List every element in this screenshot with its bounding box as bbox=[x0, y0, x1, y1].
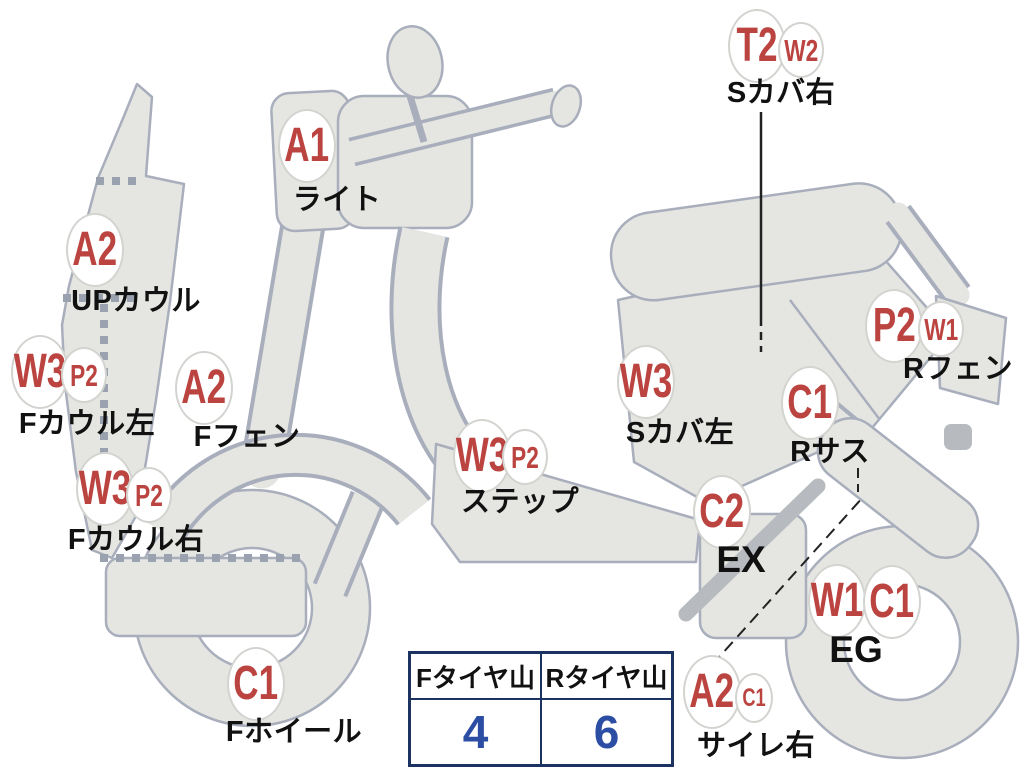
code-text: W1 bbox=[924, 311, 958, 347]
code-badge-f-cowl-right-2: P2 bbox=[126, 467, 172, 523]
code-badge-f-cowl-left: W3 bbox=[11, 335, 69, 409]
part-label-r-fender: Rフェン bbox=[903, 353, 1013, 385]
rear-tire-value: 6 bbox=[540, 698, 674, 767]
code-text: A2 bbox=[181, 361, 227, 414]
code-badge-step-2: P2 bbox=[502, 429, 548, 485]
part-label-f-fender: Fフェン bbox=[193, 421, 301, 453]
front-tire-header: Fタイヤ山 bbox=[408, 651, 542, 700]
part-label-r-sus: Rサス bbox=[790, 436, 870, 468]
part-label-engine: EG bbox=[829, 629, 883, 670]
code-badge-f-cowl-right: W3 bbox=[76, 452, 134, 526]
part-label-exhaust: EX bbox=[716, 539, 766, 580]
code-text: W3 bbox=[455, 429, 509, 482]
exhaust-pipe bbox=[678, 478, 826, 622]
part-label-silencer: サイレ右 bbox=[696, 730, 816, 762]
code-text: A2 bbox=[689, 665, 735, 718]
part-label-f-cowl-left: Fカウル左 bbox=[18, 408, 156, 440]
code-text: W2 bbox=[784, 32, 818, 68]
code-text: W1 bbox=[810, 574, 864, 627]
code-badge-scover-left: W3 bbox=[617, 345, 675, 419]
code-text: W3 bbox=[13, 345, 67, 398]
code-badge-up-cowl: A2 bbox=[66, 213, 124, 287]
muffler-endcap bbox=[944, 424, 972, 450]
code-badge-f-fender: A2 bbox=[175, 351, 233, 425]
code-text: C1 bbox=[787, 376, 833, 429]
code-badge-silencer-2: C1 bbox=[735, 673, 773, 723]
code-text: C1 bbox=[869, 575, 915, 628]
code-badge-silencer: A2 bbox=[683, 655, 741, 729]
tire-tread-table: Fタイヤ山 Rタイヤ山 4 6 bbox=[408, 651, 674, 767]
side-cover-seam bbox=[789, 299, 881, 421]
part-label-f-wheel: Fホイール bbox=[225, 716, 363, 748]
part-label-light: ライト bbox=[292, 184, 382, 216]
code-text: P2 bbox=[70, 357, 98, 393]
part-label-f-cowl-right: Fカウル右 bbox=[67, 524, 205, 556]
code-text: A1 bbox=[284, 119, 330, 172]
code-text: T2 bbox=[736, 19, 778, 72]
front-tire-value: 4 bbox=[408, 698, 542, 767]
code-badge-light: A1 bbox=[278, 109, 336, 183]
code-badge-scover-right-2: W2 bbox=[778, 22, 824, 78]
code-badge-f-cowl-left-2: P2 bbox=[61, 347, 107, 403]
mirror bbox=[386, 25, 444, 99]
code-text: W3 bbox=[619, 355, 673, 408]
code-badge-r-fender-2: W1 bbox=[918, 301, 964, 357]
part-label-step: ステップ bbox=[460, 486, 580, 518]
part-label-scover-right: Sカバ右 bbox=[726, 77, 836, 109]
rear-tire-header: Rタイヤ山 bbox=[540, 651, 674, 700]
code-text: P2 bbox=[135, 477, 163, 513]
code-badge-exhaust: C2 bbox=[693, 475, 751, 549]
code-text: W3 bbox=[78, 462, 132, 515]
code-text: P2 bbox=[511, 439, 539, 475]
part-label-scover-left: Sカバ左 bbox=[625, 417, 735, 449]
code-text: C1 bbox=[742, 683, 766, 712]
handle-grip bbox=[549, 84, 583, 128]
code-badge-engine: W1 bbox=[808, 564, 866, 638]
mirror-stem bbox=[406, 94, 428, 144]
code-text: P2 bbox=[872, 299, 916, 352]
code-text: C1 bbox=[233, 657, 279, 710]
lower-cowl bbox=[104, 556, 308, 638]
part-label-up-cowl: UPカウル bbox=[71, 285, 201, 317]
code-badge-f-wheel: C1 bbox=[227, 647, 285, 721]
code-badge-engine-2: C1 bbox=[863, 565, 921, 639]
code-badge-r-sus: C1 bbox=[781, 366, 839, 440]
code-text: A2 bbox=[72, 223, 118, 276]
code-badge-scover-right: T2 bbox=[728, 9, 786, 83]
code-text: C2 bbox=[699, 485, 745, 538]
